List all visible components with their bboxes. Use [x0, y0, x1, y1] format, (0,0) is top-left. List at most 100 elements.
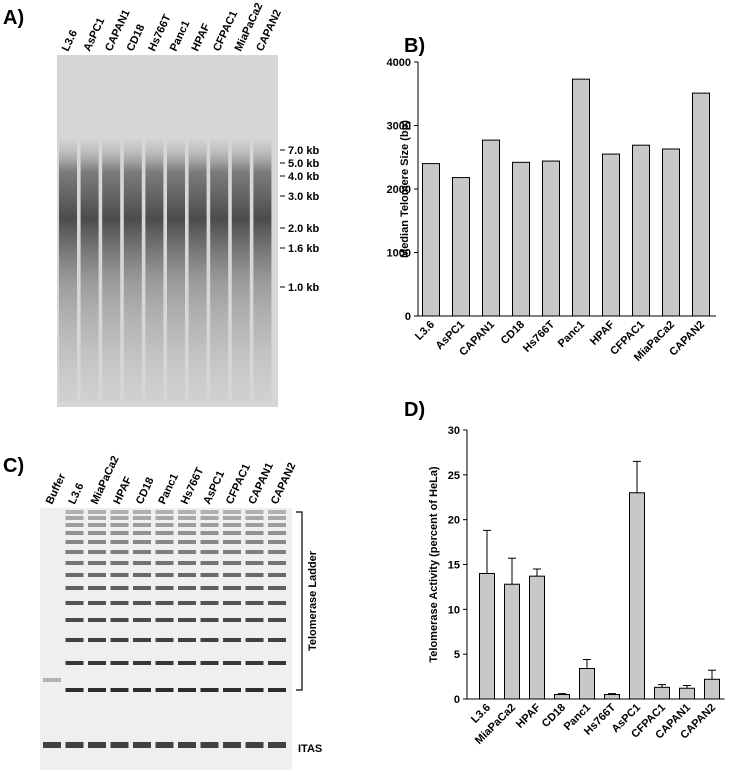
gel-band: [133, 523, 151, 527]
gel-band: [110, 573, 129, 577]
gel-band: [200, 550, 219, 554]
x-tick-label: Hs766T: [521, 318, 557, 354]
gel-band: [245, 601, 264, 605]
gel-band: [133, 586, 151, 590]
gel-band: [200, 586, 219, 590]
gel-lane: [59, 140, 77, 402]
gel-band: [65, 531, 84, 535]
bar: [679, 687, 695, 700]
x-tick-label: CD18: [499, 319, 527, 347]
gel-band: [88, 618, 106, 622]
gel-band: [110, 618, 129, 622]
error-bar: [558, 693, 566, 695]
gel-band: [88, 661, 106, 665]
bar: [504, 583, 520, 700]
gel-band: [65, 601, 84, 605]
gel-band: [178, 510, 196, 514]
itas-band: [268, 742, 286, 748]
panel-label: D): [404, 399, 425, 421]
y-tick-label: 2000: [387, 184, 411, 196]
gel-band: [65, 540, 84, 544]
gel-band: [223, 638, 241, 642]
y-tick-label: 30: [448, 425, 460, 437]
gel-band: [65, 688, 84, 692]
y-tick-label: 0: [454, 694, 460, 706]
gel-band: [155, 661, 174, 665]
lane-label: L3.6: [60, 28, 80, 53]
gel-lane: [231, 140, 250, 402]
gel-band: [133, 688, 151, 692]
lane-label: Buffer: [44, 471, 69, 506]
gel-band: [155, 540, 174, 544]
gel-band: [110, 561, 129, 565]
gel-band: [155, 601, 174, 605]
gel-lane: [123, 140, 142, 402]
x-tick-label: L3.6: [413, 319, 437, 343]
itas-band: [178, 742, 196, 748]
gel-band: [268, 561, 286, 565]
gel-band: [223, 516, 241, 520]
gel-band: [65, 516, 84, 520]
bar: [542, 160, 560, 317]
panel-label: C): [3, 455, 24, 477]
gel-band: [155, 523, 174, 527]
gel-band: [268, 573, 286, 577]
gel-band: [245, 550, 264, 554]
gel-band: [200, 638, 219, 642]
gel-band: [178, 688, 196, 692]
gel-band: [155, 688, 174, 692]
marker-label: 1.0 kb: [288, 282, 319, 294]
bar: [579, 668, 595, 700]
gel-band: [88, 688, 106, 692]
gel-band: [268, 586, 286, 590]
ladder-label: Telomerase Ladder: [307, 550, 319, 651]
gel-band: [133, 540, 151, 544]
gel-band: [155, 638, 174, 642]
gel-band: [133, 510, 151, 514]
error-bar: [583, 659, 591, 669]
gel-band: [88, 573, 106, 577]
marker-label: 4.0 kb: [288, 171, 319, 183]
gel-band: [155, 550, 174, 554]
marker-label: 3.0 kb: [288, 191, 319, 203]
gel-band: [245, 561, 264, 565]
bar: [604, 694, 620, 700]
bar: [422, 163, 440, 317]
gel-lane: [188, 140, 207, 402]
gel-band: [245, 661, 264, 665]
gel-band: [268, 550, 286, 554]
gel-band: [268, 661, 286, 665]
gel-band: [65, 638, 84, 642]
gel-band: [88, 638, 106, 642]
gel-band: [245, 638, 264, 642]
gel-band: [178, 638, 196, 642]
error-bar: [708, 669, 716, 680]
gel-band: [268, 601, 286, 605]
gel-band: [65, 618, 84, 622]
gel-band: [268, 510, 286, 514]
gel-band: [110, 531, 129, 535]
bar: [554, 694, 570, 700]
bar: [602, 153, 620, 317]
y-tick-label: 1000: [387, 248, 411, 260]
bar: [572, 78, 590, 317]
gel-band: [223, 561, 241, 565]
gel-band: [223, 573, 241, 577]
gel-band: [245, 688, 264, 692]
itas-label: ITAS: [298, 743, 322, 755]
gel-band: [268, 516, 286, 520]
gel-band: [178, 586, 196, 590]
marker-label: 7.0 kb: [288, 145, 319, 157]
y-axis-label: Telomerase Activity (percent of HeLa): [428, 466, 440, 663]
gel-lane: [102, 140, 121, 402]
error-bar: [633, 460, 641, 493]
gel-band: [110, 638, 129, 642]
lane-label: Panc1: [156, 472, 181, 506]
gel-band: [133, 573, 151, 577]
error-bar: [483, 529, 491, 574]
gel-band: [245, 523, 264, 527]
bar: [632, 144, 650, 317]
gel-band: [43, 678, 61, 682]
lane-label: CD18: [134, 476, 157, 507]
y-axis-label: Median Telomere Size (bp): [399, 120, 411, 258]
